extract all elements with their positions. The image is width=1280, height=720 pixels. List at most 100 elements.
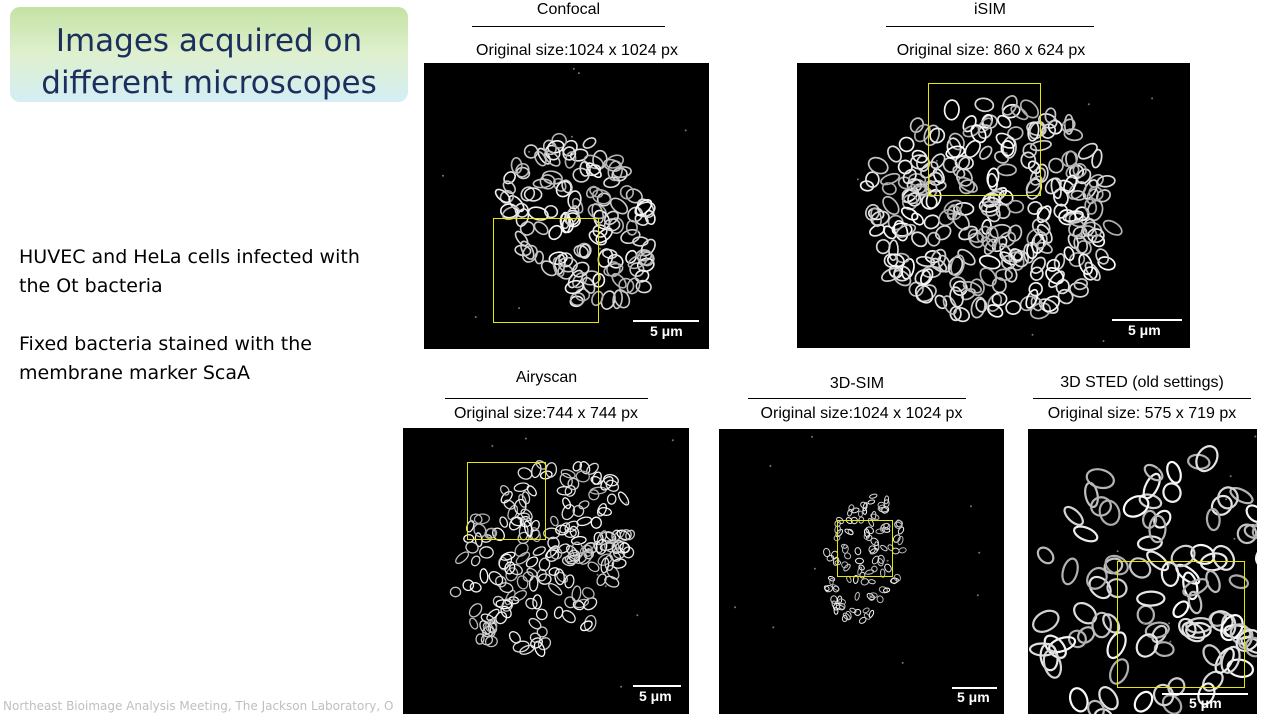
cell-ring	[869, 592, 878, 599]
cell-ring	[636, 257, 655, 273]
cell-ring	[1085, 468, 1115, 490]
cell-ring	[893, 520, 904, 528]
cell-ring	[581, 270, 601, 286]
noise-speck	[769, 465, 772, 467]
slide-title-line-1: Images acquired on	[55, 23, 363, 59]
cell-ring	[995, 268, 1013, 282]
cell-ring	[874, 541, 880, 551]
cell-ring	[1070, 190, 1087, 201]
noise-speck	[524, 437, 527, 440]
cell-ring	[530, 519, 540, 531]
cell-ring	[1063, 174, 1078, 194]
cell-ring	[1027, 121, 1040, 142]
noise-speck	[570, 135, 573, 138]
cell-ring	[468, 603, 483, 618]
cell-ring	[504, 561, 516, 575]
noise-speck	[1005, 152, 1008, 154]
cell-ring	[1104, 554, 1129, 576]
cell-ring	[479, 546, 494, 559]
cell-ring	[1019, 99, 1040, 119]
cell-ring	[1078, 253, 1094, 276]
cell-ring	[937, 254, 951, 273]
cell-ring	[1235, 629, 1257, 652]
cell-ring	[854, 547, 862, 556]
cell-ring	[1053, 203, 1069, 219]
cell-ring	[564, 484, 576, 497]
cell-ring	[887, 145, 902, 163]
cell-ring	[901, 258, 915, 280]
cell-ring	[611, 540, 624, 554]
cell-ring	[582, 137, 597, 149]
cell-ring	[548, 582, 563, 596]
panel-confocal-rule	[472, 26, 665, 27]
cell-ring	[1067, 629, 1087, 649]
cell-ring	[547, 140, 565, 154]
cell-ring	[1029, 302, 1051, 320]
cell-ring	[567, 477, 580, 491]
cell-ring	[948, 132, 965, 151]
noise-speck	[625, 501, 628, 504]
cell-ring	[994, 150, 1010, 164]
cell-ring	[1026, 228, 1044, 246]
cell-ring	[1028, 642, 1057, 657]
cell-ring	[950, 254, 965, 277]
cell-ring	[1217, 486, 1239, 510]
cell-ring	[617, 491, 630, 506]
cell-ring	[871, 555, 880, 565]
cell-ring	[958, 225, 978, 241]
noise-speck	[978, 551, 981, 554]
cell-ring	[866, 592, 875, 601]
cell-ring	[1058, 209, 1077, 226]
cell-ring	[978, 145, 993, 160]
cell-ring	[1096, 174, 1116, 188]
cell-ring	[560, 469, 576, 479]
cell-ring	[865, 171, 880, 188]
cell-ring	[1090, 496, 1112, 517]
cell-ring	[1025, 288, 1039, 309]
cell-ring	[548, 567, 560, 576]
cell-ring	[957, 248, 976, 266]
cell-ring	[1211, 544, 1236, 571]
cell-ring	[897, 535, 904, 546]
cell-ring	[1228, 574, 1249, 590]
cell-ring	[561, 556, 576, 567]
cell-ring	[1063, 505, 1084, 526]
cell-ring	[977, 117, 993, 134]
cell-ring	[562, 146, 577, 161]
cell-ring	[924, 180, 938, 198]
cell-ring	[603, 473, 619, 487]
panel-3dsim-title: 3D-SIM	[829, 375, 885, 392]
cell-ring	[849, 607, 857, 614]
cell-ring	[558, 256, 578, 273]
cell-ring	[583, 614, 597, 632]
cell-ring	[596, 573, 607, 587]
micrograph-airyscan: 5 μm	[403, 428, 689, 714]
cell-ring	[894, 252, 910, 264]
cell-ring	[1001, 254, 1016, 270]
cell-ring	[898, 136, 915, 153]
cell-ring	[882, 225, 897, 240]
cell-ring	[980, 200, 1001, 217]
cell-ring	[635, 279, 652, 294]
cell-ring	[1077, 142, 1098, 160]
scale-bar	[1162, 693, 1248, 695]
panel-confocal-size: Original size:1024 x 1024 px	[476, 42, 678, 59]
cell-ring	[986, 167, 1000, 188]
cell-ring	[521, 244, 538, 263]
cell-ring	[949, 286, 964, 308]
cell-ring	[1210, 494, 1233, 516]
cell-ring	[500, 551, 516, 561]
cell-ring	[847, 508, 853, 517]
cell-ring	[473, 523, 487, 538]
cell-ring	[603, 218, 621, 232]
cell-ring	[598, 507, 612, 516]
cell-ring	[1160, 561, 1180, 587]
cell-ring	[1170, 544, 1196, 568]
cell-ring	[1220, 614, 1244, 642]
cell-ring	[981, 192, 1001, 208]
cell-ring	[862, 607, 870, 614]
cell-ring	[1251, 516, 1257, 540]
cell-ring	[627, 254, 648, 270]
cell-ring	[1033, 231, 1048, 249]
cell-ring	[1061, 557, 1079, 586]
